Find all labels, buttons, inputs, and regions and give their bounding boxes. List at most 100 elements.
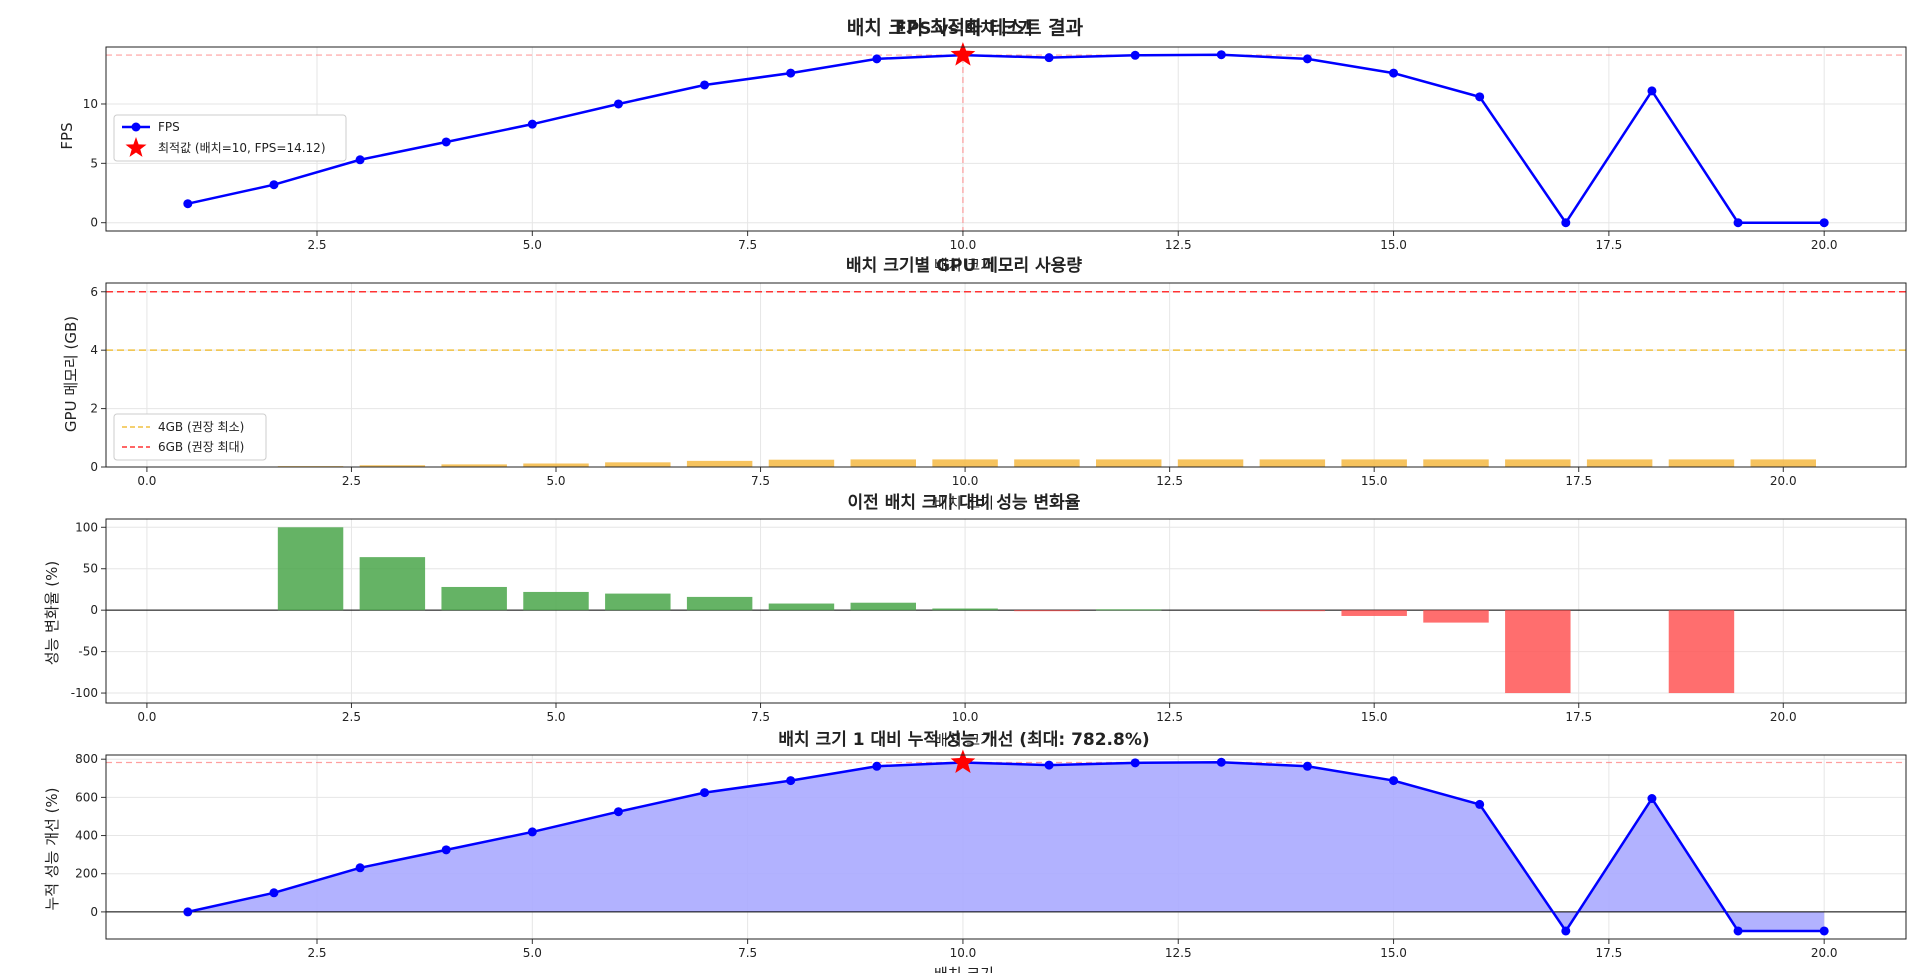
- gpu-memory-chart-ytick-label: 4: [90, 343, 98, 357]
- best-legend-marker: [125, 137, 147, 157]
- cumulative-point: [1475, 799, 1485, 809]
- change-rate-chart-xlabel: 배치 크기: [934, 731, 994, 749]
- memory-bar: [1505, 459, 1571, 467]
- change-bar: [932, 608, 998, 611]
- fps-legend-box: [113, 114, 347, 162]
- cumulative-chart-xtick-label: 5.0: [523, 946, 542, 960]
- cumulative-point: [1130, 758, 1140, 768]
- fps-point: [613, 99, 623, 109]
- gpu-memory-chart-xtick-label: 12.5: [1156, 474, 1183, 488]
- cumulative-chart-xtick-label: 15.0: [1380, 946, 1407, 960]
- change-rate-chart-xtick-label: 0.0: [137, 710, 156, 724]
- gpu-memory-chart-xtick-label: 7.5: [751, 474, 770, 488]
- change-rate-chart-xtick-label: 7.5: [751, 710, 770, 724]
- fps-chart-ytick-label: 10: [83, 97, 98, 111]
- fps-point: [355, 155, 365, 165]
- cumulative-point: [1819, 926, 1829, 936]
- cumulative-point: [1561, 926, 1571, 936]
- fps-chart-title: FPS vs 배치 크기: [895, 19, 1033, 39]
- cumulative-chart-ytick-label: 600: [75, 790, 98, 804]
- cumulative-point: [872, 761, 882, 771]
- gpu-memory-chart-plot-area: 0.0 2.5 5.0 7.5 10.0 12.5 15.0 17.5 20.0 0 2 4 6: [90, 282, 1907, 488]
- cumulative-chart: 2.5 5.0 7.5 10.0 12.5 15.0 17.5 20.0 800 600 400 20…: [43, 730, 1907, 973]
- fps-chart-ytick-label: 0: [90, 216, 98, 230]
- change-bar: [1259, 610, 1326, 612]
- fps-chart-xtick-label: 20.0: [1811, 238, 1838, 252]
- cumulative-point: [1733, 926, 1743, 936]
- cumulative-chart-title: 배치 크기 1 대비 누적 성능 개선 (최대: 782.8%): [778, 730, 1149, 750]
- cumulative-point: [527, 827, 537, 837]
- cumulative-chart-frame: [105, 754, 1907, 940]
- fps-chart-xtick-label: 2.5: [307, 238, 326, 252]
- change-rate-chart-xtick-label: 10.0: [952, 710, 979, 724]
- cumulative-point: [700, 788, 710, 798]
- fps-legend: FPS 최적값 (배치=10, FPS=14.12): [113, 114, 347, 162]
- gpu-memory-chart: 0.0 2.5 5.0 7.5 10.0 12.5 15.0 17.5 20.0 0 2 4 6 배치 …: [62, 256, 1907, 512]
- memory-bar: [850, 459, 916, 467]
- change-bar: [1014, 610, 1080, 612]
- gpu-memory-chart-xtick-label: 15.0: [1361, 474, 1388, 488]
- cumulative-chart-xtick-label: 17.5: [1596, 946, 1623, 960]
- change-rate-chart-plot-area: 0.0 2.5 5.0 7.5 10.0 12.5 15.0 17.5 20.0 100 50 0 -5…: [71, 518, 1907, 724]
- fps-chart-marks: [106, 42, 1906, 231]
- change-rate-chart-xtick-label: 2.5: [342, 710, 361, 724]
- memory-bar: [932, 459, 998, 467]
- memory-legend-label: 4GB (권장 최소): [158, 420, 244, 434]
- gpu-memory-chart-ytick-label: 2: [90, 402, 98, 416]
- best-star-marker: [950, 42, 976, 66]
- change-rate-chart-ytick-label: -100: [71, 686, 98, 700]
- fps-legend-label: FPS: [158, 120, 180, 134]
- cumulative-point: [183, 907, 193, 917]
- cumulative-chart-marks: [106, 749, 1906, 936]
- gpu-memory-chart-marks: [106, 291, 1906, 468]
- change-bar: [850, 602, 916, 611]
- cumulative-point: [269, 888, 279, 898]
- cumulative-chart-plot-area: 2.5 5.0 7.5 10.0 12.5 15.0 17.5 20.0 800 600 400 20…: [75, 749, 1907, 960]
- cumulative-point: [1302, 761, 1312, 771]
- change-rate-chart-ytick-label: -50: [78, 645, 98, 659]
- cumulative-area: [187, 762, 1825, 931]
- best-legend-label: 최적값 (배치=10, FPS=14.12): [158, 141, 326, 155]
- fps-point: [786, 68, 796, 78]
- memory-bar: [1423, 459, 1489, 467]
- cumulative-point: [1647, 794, 1657, 804]
- memory-legend-label: 6GB (권장 최대): [158, 440, 244, 454]
- change-rate-chart-xtick-label: 15.0: [1361, 710, 1388, 724]
- cumulative-line: [187, 761, 1825, 934]
- memory-legend-box: [113, 413, 267, 461]
- gpu-memory-chart-title: 배치 크기별 GPU 메모리 사용량: [846, 256, 1082, 276]
- cumulative-chart-ytick-label: 200: [75, 867, 98, 881]
- fps-chart: 2.5 5.0 7.5 10.0 12.5 15.0 17.5 20.0 0 5 10 FPS vs…: [58, 19, 1907, 274]
- fps-chart-xtick-label: 5.0: [523, 238, 542, 252]
- change-rate-chart-marks: [106, 527, 1906, 694]
- fps-chart-xtick-label: 15.0: [1380, 238, 1407, 252]
- memory-bar: [605, 462, 671, 467]
- memory-bar: [441, 464, 507, 467]
- fps-point: [700, 80, 710, 90]
- cumulative-chart-xlabel: 배치 크기: [934, 965, 994, 973]
- cumulative-chart-xtick-label: 7.5: [738, 946, 757, 960]
- fps-point: [1561, 218, 1571, 228]
- memory-bar: [1668, 459, 1735, 467]
- memory-bar: [1341, 459, 1407, 467]
- change-bar: [1423, 610, 1489, 623]
- gpu-memory-chart-ytick-label: 0: [90, 460, 98, 474]
- cumulative-point: [786, 776, 796, 786]
- change-rate-chart-xtick-label: 20.0: [1770, 710, 1797, 724]
- cumulative-chart-xtick-label: 20.0: [1811, 946, 1838, 960]
- cumulative-chart-ylabel: 누적 성능 개선 (%): [43, 787, 61, 910]
- memory-bar: [1586, 459, 1653, 467]
- fps-chart-xtick-label: 17.5: [1596, 238, 1623, 252]
- fps-point: [1733, 218, 1743, 228]
- memory-bar: [1177, 459, 1244, 467]
- fps-point: [269, 180, 279, 190]
- fps-series-line: [187, 53, 1825, 225]
- fps-chart-ylabel: FPS: [58, 122, 76, 149]
- max-star-marker: [950, 749, 976, 773]
- gpu-memory-chart-xtick-label: 20.0: [1770, 474, 1797, 488]
- fps-chart-frame: [105, 46, 1907, 232]
- memory-bar: [1096, 459, 1162, 467]
- memory-bar: [768, 459, 835, 467]
- cumulative-chart-xtick-label: 2.5: [307, 946, 326, 960]
- change-rate-chart-title: 이전 배치 크기 대비 성능 변화율: [848, 493, 1081, 513]
